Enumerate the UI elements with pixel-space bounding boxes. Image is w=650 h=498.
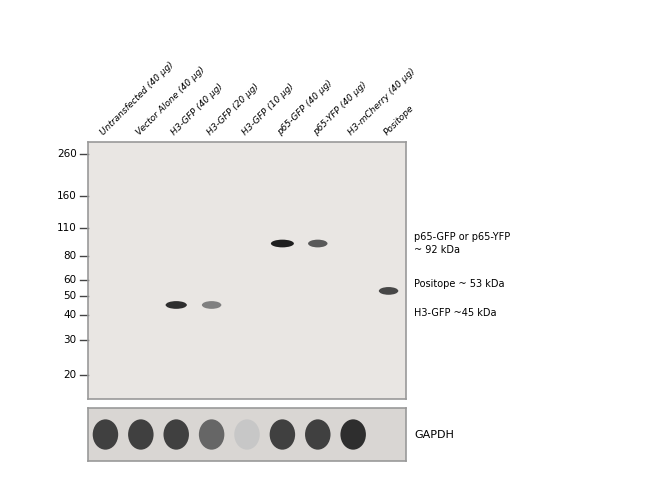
Ellipse shape — [379, 287, 398, 295]
Text: 160: 160 — [57, 191, 77, 201]
Text: GAPDH: GAPDH — [414, 429, 454, 440]
Text: 80: 80 — [64, 250, 77, 260]
Text: Untransfected (40 μg): Untransfected (40 μg) — [99, 60, 176, 137]
Text: H3-GFP (20 μg): H3-GFP (20 μg) — [205, 82, 261, 137]
Ellipse shape — [271, 240, 294, 248]
Ellipse shape — [164, 419, 189, 450]
Text: Positope: Positope — [382, 104, 416, 137]
Text: p65-YFP (40 μg): p65-YFP (40 μg) — [311, 80, 369, 137]
Ellipse shape — [341, 419, 366, 450]
Text: H3-GFP (40 μg): H3-GFP (40 μg) — [170, 82, 225, 137]
Text: 50: 50 — [64, 291, 77, 301]
Text: 60: 60 — [64, 275, 77, 285]
Ellipse shape — [308, 240, 328, 248]
Ellipse shape — [305, 419, 330, 450]
Text: 260: 260 — [57, 149, 77, 159]
Text: H3-GFP (10 μg): H3-GFP (10 μg) — [240, 82, 296, 137]
Text: 110: 110 — [57, 223, 77, 233]
Ellipse shape — [166, 301, 187, 309]
Ellipse shape — [234, 419, 260, 450]
Ellipse shape — [128, 419, 153, 450]
Ellipse shape — [199, 419, 224, 450]
Text: p65-GFP (40 μg): p65-GFP (40 μg) — [276, 79, 335, 137]
Text: 30: 30 — [64, 335, 77, 345]
Text: Positope ~ 53 kDa: Positope ~ 53 kDa — [414, 279, 504, 289]
Text: 20: 20 — [64, 370, 77, 379]
Ellipse shape — [202, 301, 222, 309]
Text: Vector Alone (40 μg): Vector Alone (40 μg) — [135, 65, 207, 137]
Text: H3-GFP ~45 kDa: H3-GFP ~45 kDa — [414, 308, 497, 318]
Text: H3-mCherry (40 μg): H3-mCherry (40 μg) — [347, 67, 417, 137]
Ellipse shape — [270, 419, 295, 450]
Text: p65-GFP or p65-YFP
~ 92 kDa: p65-GFP or p65-YFP ~ 92 kDa — [414, 232, 510, 255]
Ellipse shape — [93, 419, 118, 450]
Text: 40: 40 — [64, 310, 77, 320]
